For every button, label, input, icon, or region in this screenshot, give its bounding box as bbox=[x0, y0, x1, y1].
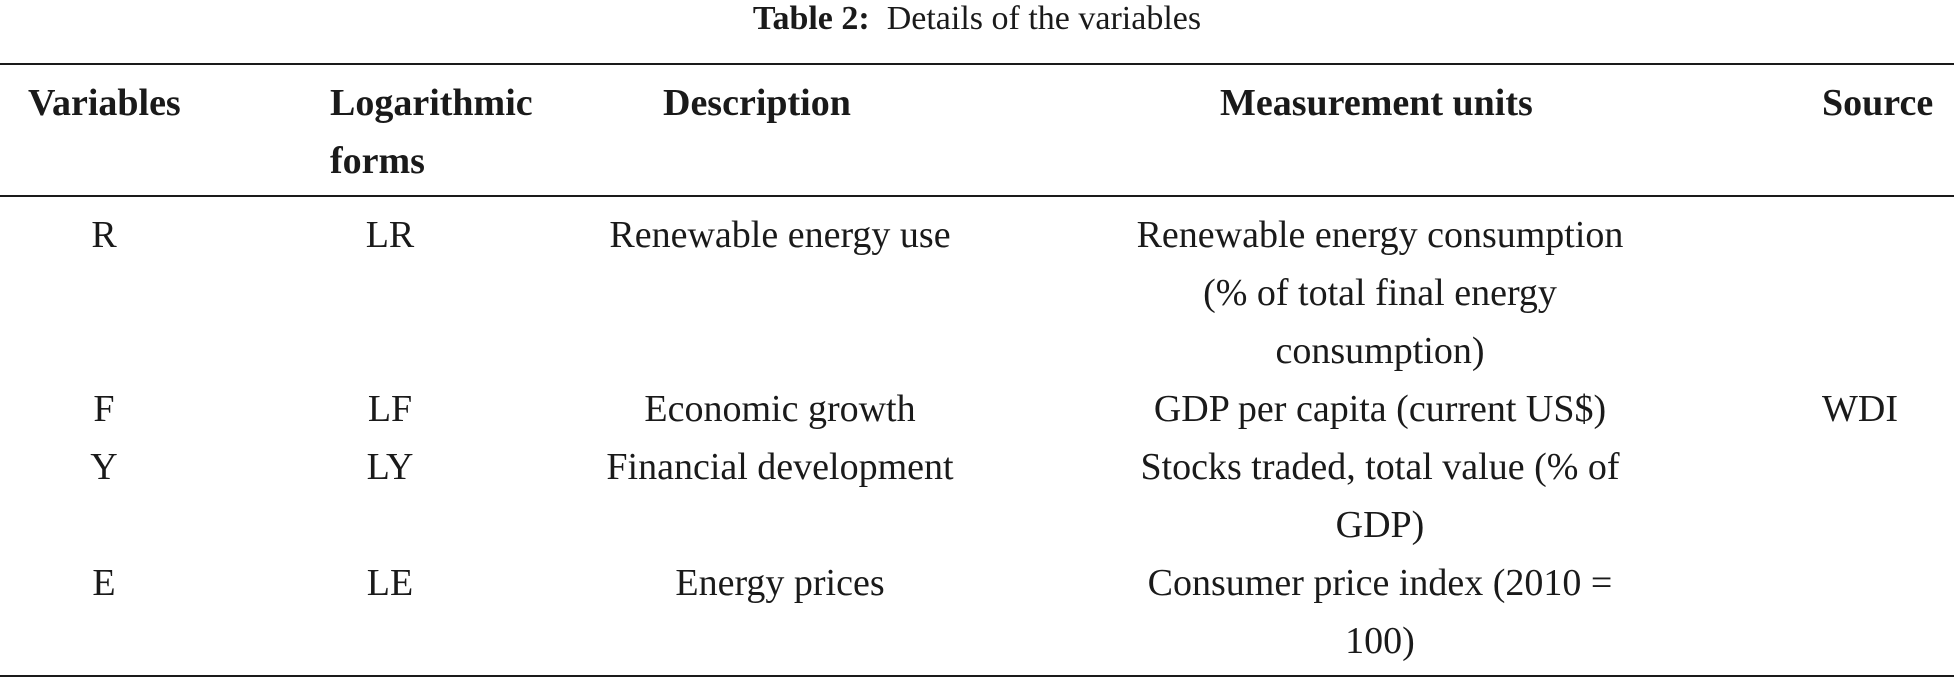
table-title: Details of the variables bbox=[886, 0, 1202, 37]
cell-units-e-1: Consumer price index (2010 = bbox=[1147, 562, 1613, 604]
cell-source: WDI bbox=[1822, 388, 1898, 430]
cell-log-r: LR bbox=[365, 214, 415, 256]
header-variables: Variables bbox=[28, 82, 181, 124]
header-description: Description bbox=[663, 82, 851, 124]
table-caption: Table 2: Details of the variables bbox=[0, 0, 1954, 40]
cell-units-r-3: consumption) bbox=[1275, 330, 1485, 372]
header-source: Source bbox=[1822, 82, 1934, 124]
header-forms: forms bbox=[330, 140, 425, 182]
cell-units-f-1: GDP per capita (current US$) bbox=[1153, 388, 1607, 430]
cell-desc-r: Renewable energy use bbox=[609, 214, 951, 256]
cell-log-e: LE bbox=[366, 562, 414, 604]
cell-log-y: LY bbox=[366, 446, 414, 488]
header-measurement-units: Measurement units bbox=[1220, 82, 1533, 124]
table-label: Table 2: bbox=[752, 0, 870, 37]
top-rule bbox=[0, 63, 1954, 65]
cell-units-r-1: Renewable energy consumption bbox=[1136, 214, 1624, 256]
cell-units-y-2: GDP) bbox=[1335, 504, 1425, 546]
cell-units-y-1: Stocks traded, total value (% of bbox=[1140, 446, 1620, 488]
bottom-rule bbox=[0, 675, 1954, 677]
cell-var-r: R bbox=[91, 214, 117, 256]
header-rule bbox=[0, 195, 1954, 197]
cell-desc-e: Energy prices bbox=[675, 562, 885, 604]
cell-desc-f: Economic growth bbox=[644, 388, 916, 430]
cell-log-f: LF bbox=[367, 388, 413, 430]
cell-var-y: Y bbox=[90, 446, 118, 488]
cell-var-f: F bbox=[93, 388, 115, 430]
cell-desc-y: Financial development bbox=[606, 446, 954, 488]
cell-units-e-2: 100) bbox=[1345, 620, 1415, 662]
header-logarithmic: Logarithmic bbox=[330, 82, 533, 124]
cell-units-r-2: (% of total final energy bbox=[1203, 272, 1557, 314]
cell-var-e: E bbox=[92, 562, 116, 604]
